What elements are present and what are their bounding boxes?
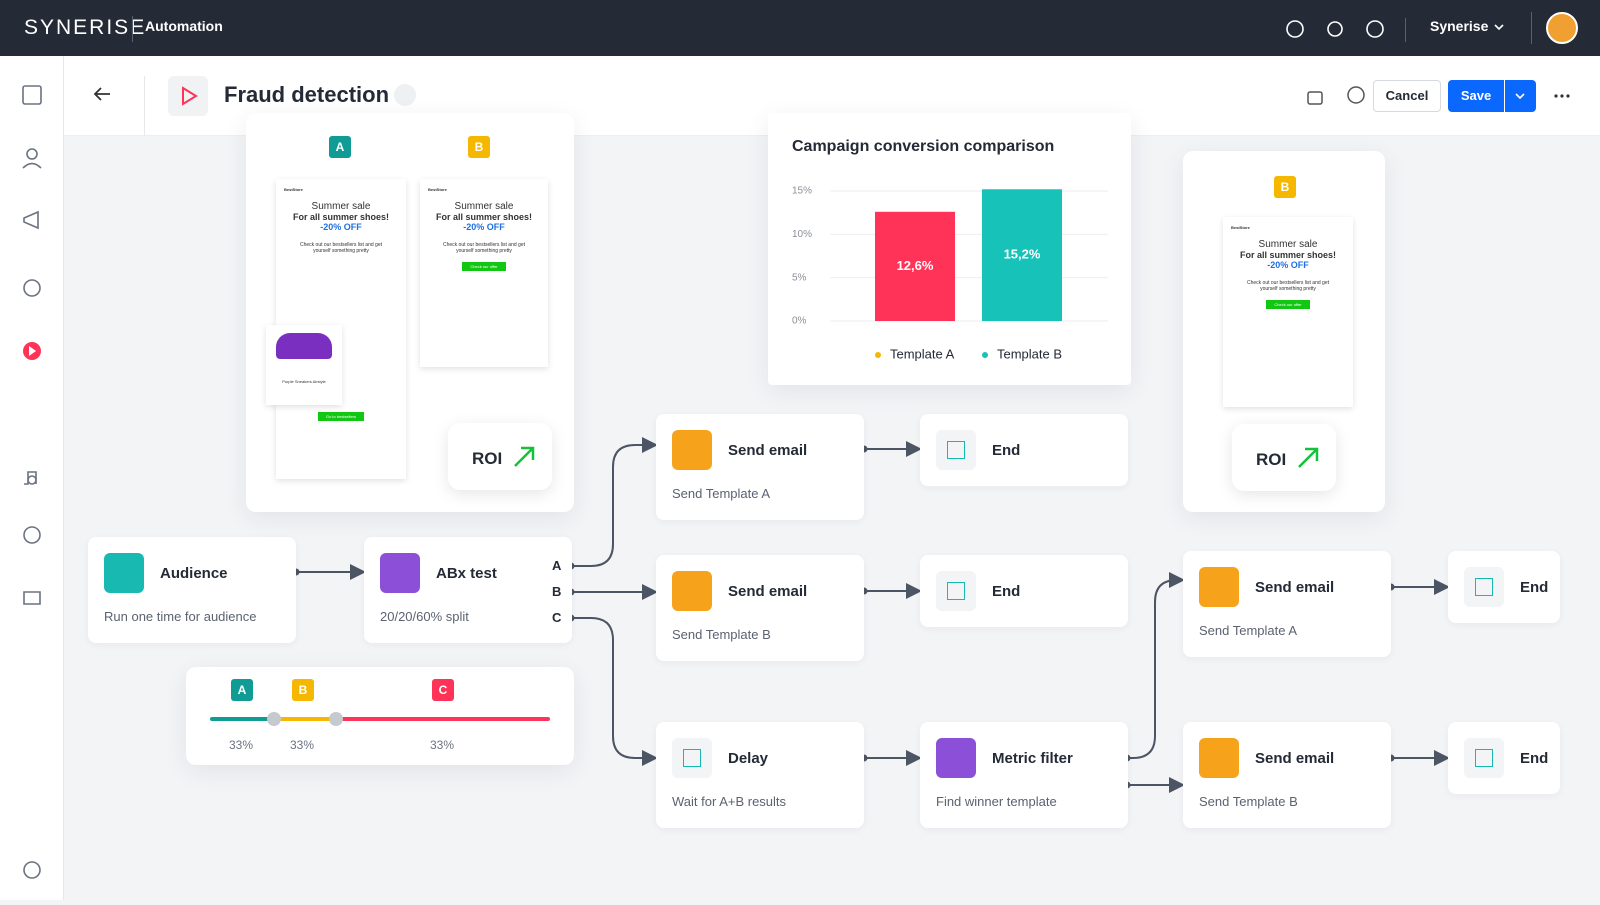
chart-card: Campaign conversion comparison 0% 5% 10% 15… — [768, 113, 1131, 385]
end-node[interactable]: End — [920, 414, 1128, 486]
app-name: Automation — [145, 18, 223, 34]
group-share: 33% — [229, 738, 254, 752]
y-tick-label: 10% — [792, 229, 812, 240]
node-subtitle: Send Template A — [1199, 623, 1298, 638]
y-tick-label: 0% — [792, 316, 807, 327]
chevron — [1494, 24, 1504, 31]
node-title: Send email — [1255, 750, 1335, 767]
split-slider[interactable] — [186, 707, 574, 731]
avatar[interactable] — [1546, 12, 1578, 44]
toolbar-icons[interactable] — [1306, 84, 1370, 106]
roi-badge: ROI — [1232, 424, 1336, 491]
account-menu[interactable]: Synerise — [1430, 18, 1489, 34]
node-title: End — [992, 583, 1021, 600]
variant-chip: B — [468, 136, 490, 158]
end-node[interactable]: End — [1448, 551, 1560, 623]
edit-button[interactable] — [394, 84, 416, 106]
email-node[interactable]: Send email Send Template A — [656, 414, 864, 520]
group-share: 33% — [290, 738, 315, 752]
sidebar-icons[interactable] — [0, 56, 64, 900]
output-label: C — [552, 610, 562, 625]
legend-label: Template B — [997, 346, 1062, 361]
y-tick-label: 15% — [792, 186, 812, 197]
node-subtitle: Send Template B — [672, 627, 771, 642]
email-mock: BestStore Summer sale For all summer shoes… — [420, 179, 548, 367]
node-title: End — [992, 442, 1021, 459]
end-node[interactable]: End — [920, 555, 1128, 627]
value-label: 12,6% — [897, 258, 934, 273]
email-mock: BestStore Summer sale For all summer shoes… — [1223, 217, 1353, 407]
group-chip: A — [231, 679, 253, 701]
audience-node[interactable]: Audience Run one time for audience — [88, 537, 296, 643]
top-bar: SYNERISE Automation Synerise — [0, 0, 1600, 56]
node-subtitle: Send Template A — [672, 486, 771, 501]
filter-node[interactable]: Metric filter Find winner template — [920, 722, 1128, 828]
node-subtitle: Find winner template — [936, 794, 1057, 809]
node-title: End — [1520, 750, 1549, 767]
group-share: 33% — [430, 738, 455, 752]
legend-marker — [982, 352, 988, 358]
output-label: A — [552, 558, 562, 573]
email-node[interactable]: Send email Send Template A — [1183, 551, 1391, 657]
workflow-icon — [168, 76, 208, 116]
node-title: Audience — [160, 565, 228, 582]
end-node[interactable]: End — [1448, 722, 1560, 794]
chart: Campaign conversion comparison 0% 5% 10% 15… — [792, 138, 1108, 361]
logo[interactable]: SYNERISE — [24, 16, 147, 39]
variant-chip: A — [329, 136, 351, 158]
split-card: A B C 33% 33% 33% — [186, 667, 574, 765]
more-button[interactable] — [1552, 86, 1572, 106]
bar — [875, 211, 955, 321]
legend-label: Template A — [890, 346, 955, 361]
node-title: End — [1520, 579, 1549, 596]
workflow-title[interactable]: Fraud detection — [224, 82, 390, 107]
variant-chip: B — [1274, 176, 1296, 198]
roi-badge: ROI — [448, 423, 552, 490]
node-subtitle: 20/20/60% split — [380, 609, 469, 624]
node-subtitle: Wait for A+B results — [672, 794, 787, 809]
node-title: ABx test — [436, 565, 497, 582]
divider — [132, 16, 133, 42]
template-preview: A B BestStore Summer sale For all summer s… — [246, 113, 574, 512]
output-label: B — [552, 584, 562, 599]
node-title: Send email — [728, 583, 808, 600]
cancel-button[interactable]: Cancel — [1373, 80, 1441, 112]
back-button[interactable] — [92, 84, 112, 104]
node-title: Send email — [1255, 579, 1335, 596]
bar — [982, 189, 1062, 321]
header-icons[interactable] — [1285, 18, 1395, 40]
email-node[interactable]: Send email Send Template B — [1183, 722, 1391, 828]
abx-node[interactable]: ABx test 20/20/60% split A B C — [364, 537, 572, 643]
node-subtitle: Send Template B — [1199, 794, 1298, 809]
save-menu[interactable] — [1505, 80, 1536, 112]
sidebar — [0, 56, 64, 900]
node-title: Delay — [728, 750, 769, 767]
legend-marker — [875, 352, 881, 358]
winner-preview: B BestStore Summer sale For all summer sho… — [1183, 151, 1385, 512]
email-node[interactable]: Send email Send Template B — [656, 555, 864, 661]
delay-node[interactable]: Delay Wait for A+B results — [656, 722, 864, 828]
product-card: Purple Sneakers Airstyle — [266, 325, 342, 405]
node-title: Metric filter — [992, 750, 1073, 767]
node-title: Send email — [728, 442, 808, 459]
save-button[interactable]: Save — [1448, 80, 1504, 112]
chart-title: Campaign conversion comparison — [792, 138, 1054, 155]
value-label: 15,2% — [1004, 247, 1041, 262]
group-chip: B — [292, 679, 314, 701]
node-subtitle: Run one time for audience — [104, 609, 257, 624]
y-tick-label: 5% — [792, 272, 807, 283]
group-chip: C — [432, 679, 454, 701]
